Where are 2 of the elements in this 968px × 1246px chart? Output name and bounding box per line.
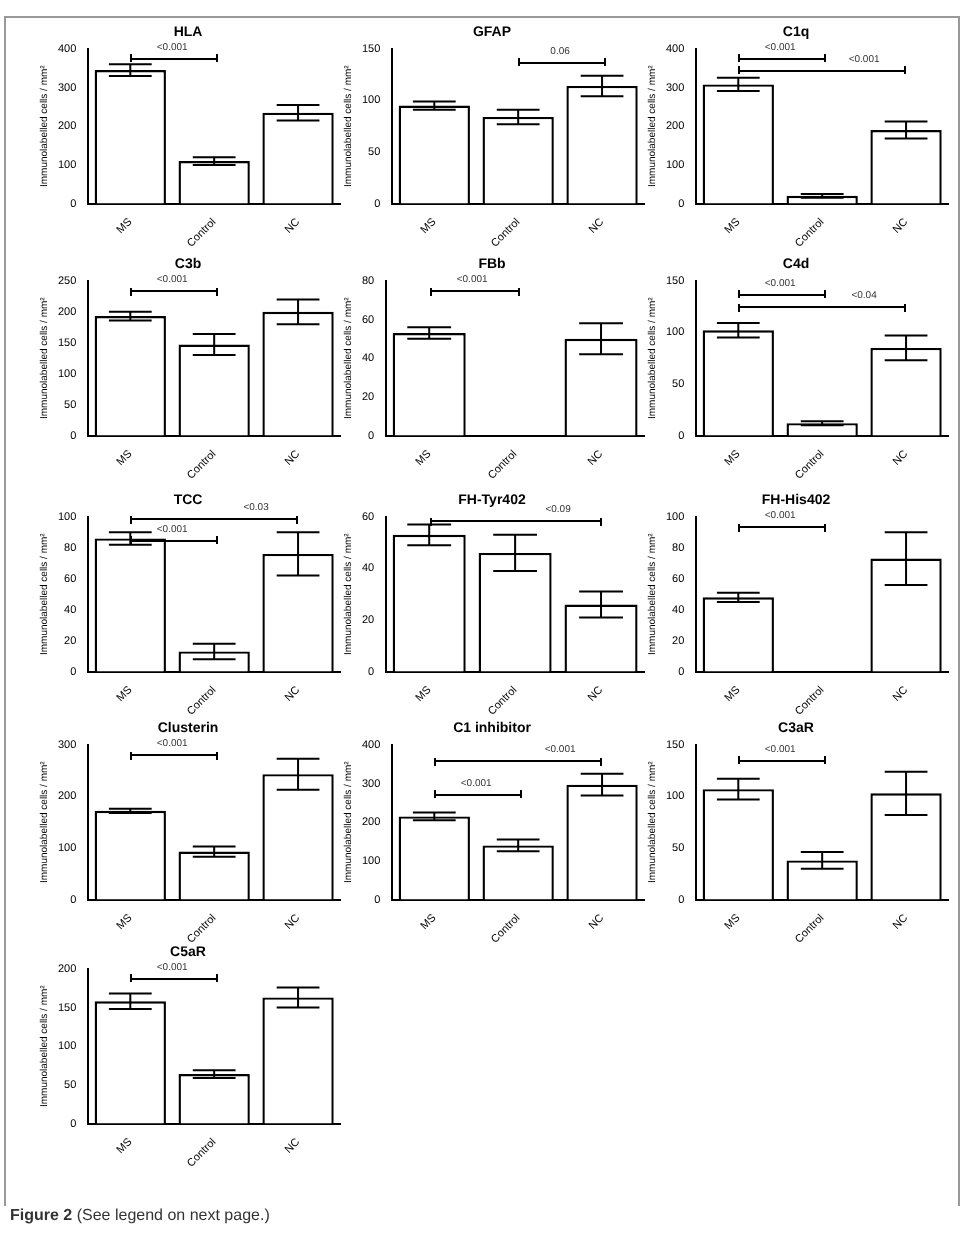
text: Figure 2: [10, 1206, 73, 1224]
text: (See legend on next page.): [74, 1206, 270, 1224]
